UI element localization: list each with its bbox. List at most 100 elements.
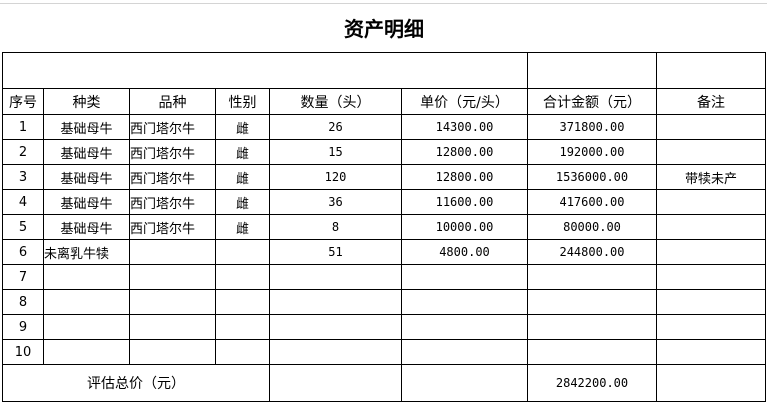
sex-cell[interactable] xyxy=(215,239,270,265)
breed-cell[interactable]: 西门塔尔牛 xyxy=(129,139,216,165)
quantity-cell[interactable] xyxy=(269,339,402,365)
blank-cell[interactable] xyxy=(656,364,766,402)
sex-cell[interactable] xyxy=(215,289,270,315)
table-row: 9 xyxy=(2,314,766,340)
sex-cell[interactable] xyxy=(215,339,270,365)
sex-cell[interactable]: 雌 xyxy=(215,189,270,215)
quantity-cell[interactable]: 120 xyxy=(269,164,402,190)
breed-cell[interactable] xyxy=(129,314,216,340)
amount-cell[interactable]: 1536000.00 xyxy=(527,164,657,190)
header-cell[interactable]: 种类 xyxy=(43,88,130,115)
quantity-cell[interactable]: 26 xyxy=(269,114,402,140)
breed-cell[interactable]: 西门塔尔牛 xyxy=(129,189,216,215)
unit-price-cell[interactable] xyxy=(401,314,528,340)
seq-cell[interactable]: 5 xyxy=(2,214,44,240)
total-label-cell[interactable]: 评估总价（元） xyxy=(2,364,270,402)
table-row: 3 基础母牛 西门塔尔牛雌 120 12800.00 1536000.00 带犊未产 xyxy=(2,164,766,190)
seq-cell[interactable]: 3 xyxy=(2,164,44,190)
header-cell[interactable]: 单价（元/头） xyxy=(401,88,528,115)
amount-cell[interactable] xyxy=(527,264,657,290)
sheet-title[interactable]: 资产明细 xyxy=(2,3,766,53)
note-cell[interactable] xyxy=(656,139,766,165)
quantity-cell[interactable]: 15 xyxy=(269,139,402,165)
breed-cell[interactable]: 西门塔尔牛 xyxy=(129,114,216,140)
breed-cell[interactable] xyxy=(129,264,216,290)
amount-cell[interactable]: 244800.00 xyxy=(527,239,657,265)
asset-detail-sheet: 资产明细 序号 种类 品种 性别 数量（头） 单价（元/头） 合计金额（元） 备… xyxy=(2,3,766,402)
header-cell[interactable]: 性别 xyxy=(215,88,270,115)
unit-price-cell[interactable] xyxy=(401,264,528,290)
unit-price-cell[interactable] xyxy=(401,289,528,315)
type-cell[interactable]: 基础母牛 xyxy=(43,139,130,165)
note-cell[interactable] xyxy=(656,114,766,140)
note-cell[interactable]: 带犊未产 xyxy=(656,164,766,190)
breed-cell[interactable]: 西门塔尔牛 xyxy=(129,214,216,240)
unit-price-cell[interactable] xyxy=(401,339,528,365)
note-cell[interactable] xyxy=(656,214,766,240)
amount-cell[interactable]: 371800.00 xyxy=(527,114,657,140)
header-cell[interactable]: 序号 xyxy=(2,88,44,115)
quantity-cell[interactable]: 51 xyxy=(269,239,402,265)
seq-cell[interactable]: 4 xyxy=(2,189,44,215)
sex-cell[interactable]: 雌 xyxy=(215,114,270,140)
breed-cell[interactable] xyxy=(129,339,216,365)
type-cell[interactable] xyxy=(43,339,130,365)
blank-cell[interactable] xyxy=(269,364,402,402)
seq-cell[interactable]: 6 xyxy=(2,239,44,265)
type-cell[interactable]: 未离乳牛犊 xyxy=(43,239,130,265)
unit-price-cell[interactable]: 10000.00 xyxy=(401,214,528,240)
type-cell[interactable]: 基础母牛 xyxy=(43,214,130,240)
note-cell[interactable] xyxy=(656,289,766,315)
quantity-cell[interactable]: 8 xyxy=(269,214,402,240)
blank-cell[interactable] xyxy=(401,364,528,402)
unit-price-cell[interactable]: 12800.00 xyxy=(401,139,528,165)
note-cell[interactable] xyxy=(656,239,766,265)
header-cell[interactable]: 备注 xyxy=(656,88,766,115)
blank-cell[interactable] xyxy=(2,52,528,89)
sex-cell[interactable]: 雌 xyxy=(215,139,270,165)
sex-cell[interactable] xyxy=(215,264,270,290)
seq-cell[interactable]: 10 xyxy=(2,339,44,365)
amount-cell[interactable] xyxy=(527,314,657,340)
header-cell[interactable]: 合计金额（元） xyxy=(527,88,657,115)
sex-cell[interactable]: 雌 xyxy=(215,214,270,240)
amount-cell[interactable] xyxy=(527,289,657,315)
amount-cell[interactable] xyxy=(527,339,657,365)
header-cell[interactable]: 数量（头） xyxy=(269,88,402,115)
quantity-cell[interactable] xyxy=(269,264,402,290)
unit-price-cell[interactable]: 14300.00 xyxy=(401,114,528,140)
sex-cell[interactable]: 雌 xyxy=(215,164,270,190)
amount-cell[interactable]: 80000.00 xyxy=(527,214,657,240)
quantity-cell[interactable]: 36 xyxy=(269,189,402,215)
breed-cell[interactable] xyxy=(129,239,216,265)
unit-price-cell[interactable]: 11600.00 xyxy=(401,189,528,215)
seq-cell[interactable]: 8 xyxy=(2,289,44,315)
total-amount-cell[interactable]: 2842200.00 xyxy=(527,364,657,402)
quantity-cell[interactable] xyxy=(269,314,402,340)
seq-cell[interactable]: 9 xyxy=(2,314,44,340)
seq-cell[interactable]: 2 xyxy=(2,139,44,165)
type-cell[interactable]: 基础母牛 xyxy=(43,164,130,190)
amount-cell[interactable]: 417600.00 xyxy=(527,189,657,215)
note-cell[interactable] xyxy=(656,339,766,365)
breed-cell[interactable]: 西门塔尔牛 xyxy=(129,164,216,190)
header-cell[interactable]: 品种 xyxy=(129,88,216,115)
type-cell[interactable]: 基础母牛 xyxy=(43,189,130,215)
unit-price-cell[interactable]: 12800.00 xyxy=(401,164,528,190)
seq-cell[interactable]: 7 xyxy=(2,264,44,290)
blank-cell[interactable] xyxy=(527,52,657,89)
quantity-cell[interactable] xyxy=(269,289,402,315)
type-cell[interactable] xyxy=(43,314,130,340)
type-cell[interactable] xyxy=(43,264,130,290)
sex-cell[interactable] xyxy=(215,314,270,340)
seq-cell[interactable]: 1 xyxy=(2,114,44,140)
amount-cell[interactable]: 192000.00 xyxy=(527,139,657,165)
type-cell[interactable] xyxy=(43,289,130,315)
note-cell[interactable] xyxy=(656,189,766,215)
breed-cell[interactable] xyxy=(129,289,216,315)
blank-cell[interactable] xyxy=(656,52,766,89)
type-cell[interactable]: 基础母牛 xyxy=(43,114,130,140)
note-cell[interactable] xyxy=(656,314,766,340)
note-cell[interactable] xyxy=(656,264,766,290)
unit-price-cell[interactable]: 4800.00 xyxy=(401,239,528,265)
